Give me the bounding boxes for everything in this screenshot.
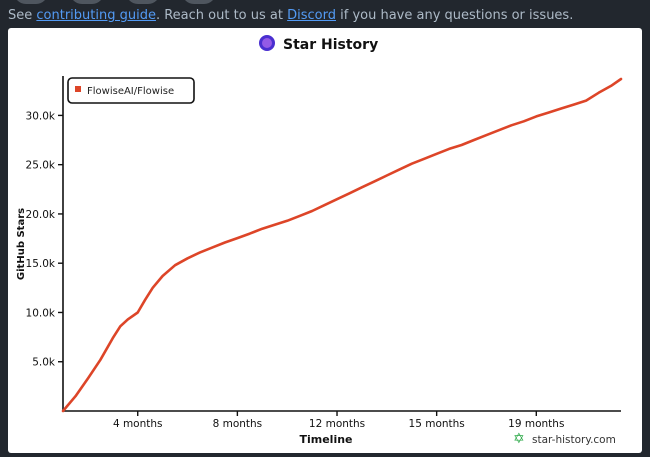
info-banner: See contributing guide. Reach out to us …: [0, 0, 650, 28]
series-line-flowise: [61, 77, 623, 413]
x-tick-label: 4 months: [113, 418, 163, 430]
y-axis-label: GitHub Stars: [16, 208, 27, 280]
avatar: [126, 0, 160, 4]
y-tick-label: 30.0k: [26, 110, 56, 122]
x-tick-label: 19 months: [508, 418, 564, 430]
y-tick-label: 15.0k: [26, 258, 56, 270]
legend: FlowiseAI/Flowise: [67, 77, 195, 104]
y-tick-label: 5.0k: [32, 357, 56, 369]
watermark-text: star-history.com: [532, 434, 616, 446]
banner-text-prefix: See: [8, 8, 37, 23]
avatar: [14, 0, 48, 4]
avatar: [182, 0, 216, 4]
y-tick-label: 10.0k: [26, 307, 56, 319]
star-history-logo-icon: ✡: [513, 431, 525, 447]
banner-text-suffix: if you have any questions or issues.: [336, 8, 574, 23]
contributing-guide-link[interactable]: contributing guide: [36, 8, 156, 23]
star-history-card: Star History FlowiseAI/Flowise 5.0k 10.0k…: [8, 28, 642, 453]
watermark: ✡ star-history.com: [513, 431, 616, 447]
discord-link[interactable]: Discord: [287, 8, 336, 23]
y-tick-label: 25.0k: [26, 160, 56, 172]
star-history-chart: Star History FlowiseAI/Flowise 5.0k 10.0k…: [16, 35, 623, 447]
chart-title: Star History: [283, 37, 378, 53]
avatar: [70, 0, 104, 4]
legend-swatch: [75, 86, 81, 92]
x-axis-label: Timeline: [299, 433, 352, 446]
legend-label: FlowiseAI/Flowise: [87, 86, 174, 97]
banner-text-middle: . Reach out to us at: [155, 8, 288, 23]
y-tick-label: 20.0k: [26, 209, 56, 221]
x-tick-label: 12 months: [309, 418, 365, 430]
x-tick-label: 8 months: [213, 418, 263, 430]
x-tick-label: 15 months: [409, 418, 465, 430]
chart-title-group: Star History: [259, 35, 378, 53]
